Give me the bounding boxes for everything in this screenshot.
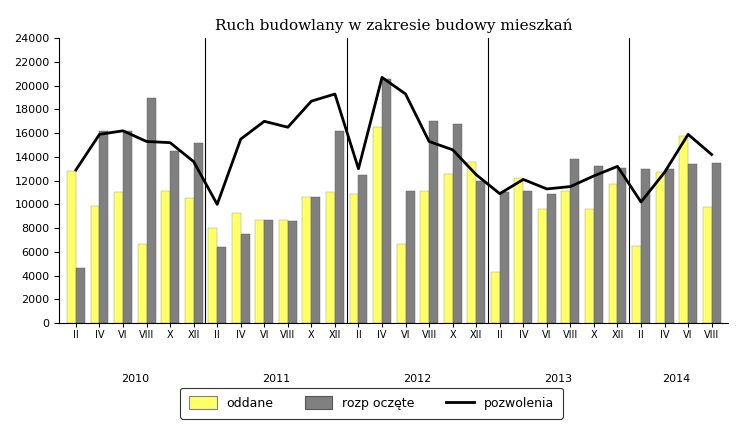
- Bar: [397, 244, 406, 323]
- Bar: [161, 191, 170, 323]
- Bar: [265, 220, 273, 323]
- Bar: [571, 159, 580, 323]
- Bar: [311, 197, 320, 323]
- Bar: [547, 194, 556, 323]
- Bar: [641, 169, 650, 323]
- Bar: [302, 197, 311, 323]
- Text: 2011: 2011: [262, 374, 290, 384]
- Bar: [137, 244, 146, 323]
- Bar: [146, 98, 155, 323]
- Bar: [208, 228, 217, 323]
- Bar: [617, 167, 626, 323]
- Bar: [444, 173, 452, 323]
- Bar: [335, 131, 344, 323]
- Bar: [664, 169, 673, 323]
- Bar: [114, 193, 123, 323]
- Legend: oddane, rozp oczęte, pozwolenia: oddane, rozp oczęte, pozwolenia: [181, 388, 562, 419]
- Bar: [523, 191, 532, 323]
- Bar: [217, 247, 226, 323]
- Bar: [491, 272, 500, 323]
- Bar: [232, 212, 241, 323]
- Bar: [241, 234, 250, 323]
- Bar: [500, 193, 509, 323]
- Title: Ruch budowlany w zakresie budowy mieszkań: Ruch budowlany w zakresie budowy mieszka…: [215, 18, 573, 33]
- Bar: [452, 124, 461, 323]
- Bar: [679, 136, 688, 323]
- Bar: [194, 143, 203, 323]
- Bar: [76, 269, 85, 323]
- Bar: [609, 184, 617, 323]
- Bar: [594, 167, 603, 323]
- Text: 2013: 2013: [545, 374, 573, 384]
- Bar: [562, 191, 571, 323]
- Bar: [632, 246, 641, 323]
- Bar: [420, 191, 429, 323]
- Bar: [406, 191, 415, 323]
- Bar: [100, 131, 108, 323]
- Bar: [349, 194, 358, 323]
- Bar: [476, 181, 485, 323]
- Bar: [382, 79, 391, 323]
- Bar: [688, 164, 697, 323]
- Text: 2010: 2010: [120, 374, 149, 384]
- Text: 2012: 2012: [403, 374, 432, 384]
- Bar: [703, 207, 712, 323]
- Bar: [429, 121, 438, 323]
- Bar: [67, 171, 76, 323]
- Bar: [712, 163, 721, 323]
- Bar: [538, 209, 547, 323]
- Bar: [185, 198, 194, 323]
- Bar: [373, 127, 382, 323]
- Bar: [655, 172, 664, 323]
- Bar: [467, 162, 476, 323]
- Bar: [91, 206, 100, 323]
- Bar: [288, 221, 296, 323]
- Bar: [123, 131, 132, 323]
- Bar: [514, 178, 523, 323]
- Bar: [170, 151, 179, 323]
- Bar: [326, 193, 335, 323]
- Bar: [279, 220, 288, 323]
- Bar: [256, 220, 265, 323]
- Text: 2014: 2014: [662, 374, 690, 384]
- Bar: [358, 175, 368, 323]
- Bar: [585, 209, 594, 323]
